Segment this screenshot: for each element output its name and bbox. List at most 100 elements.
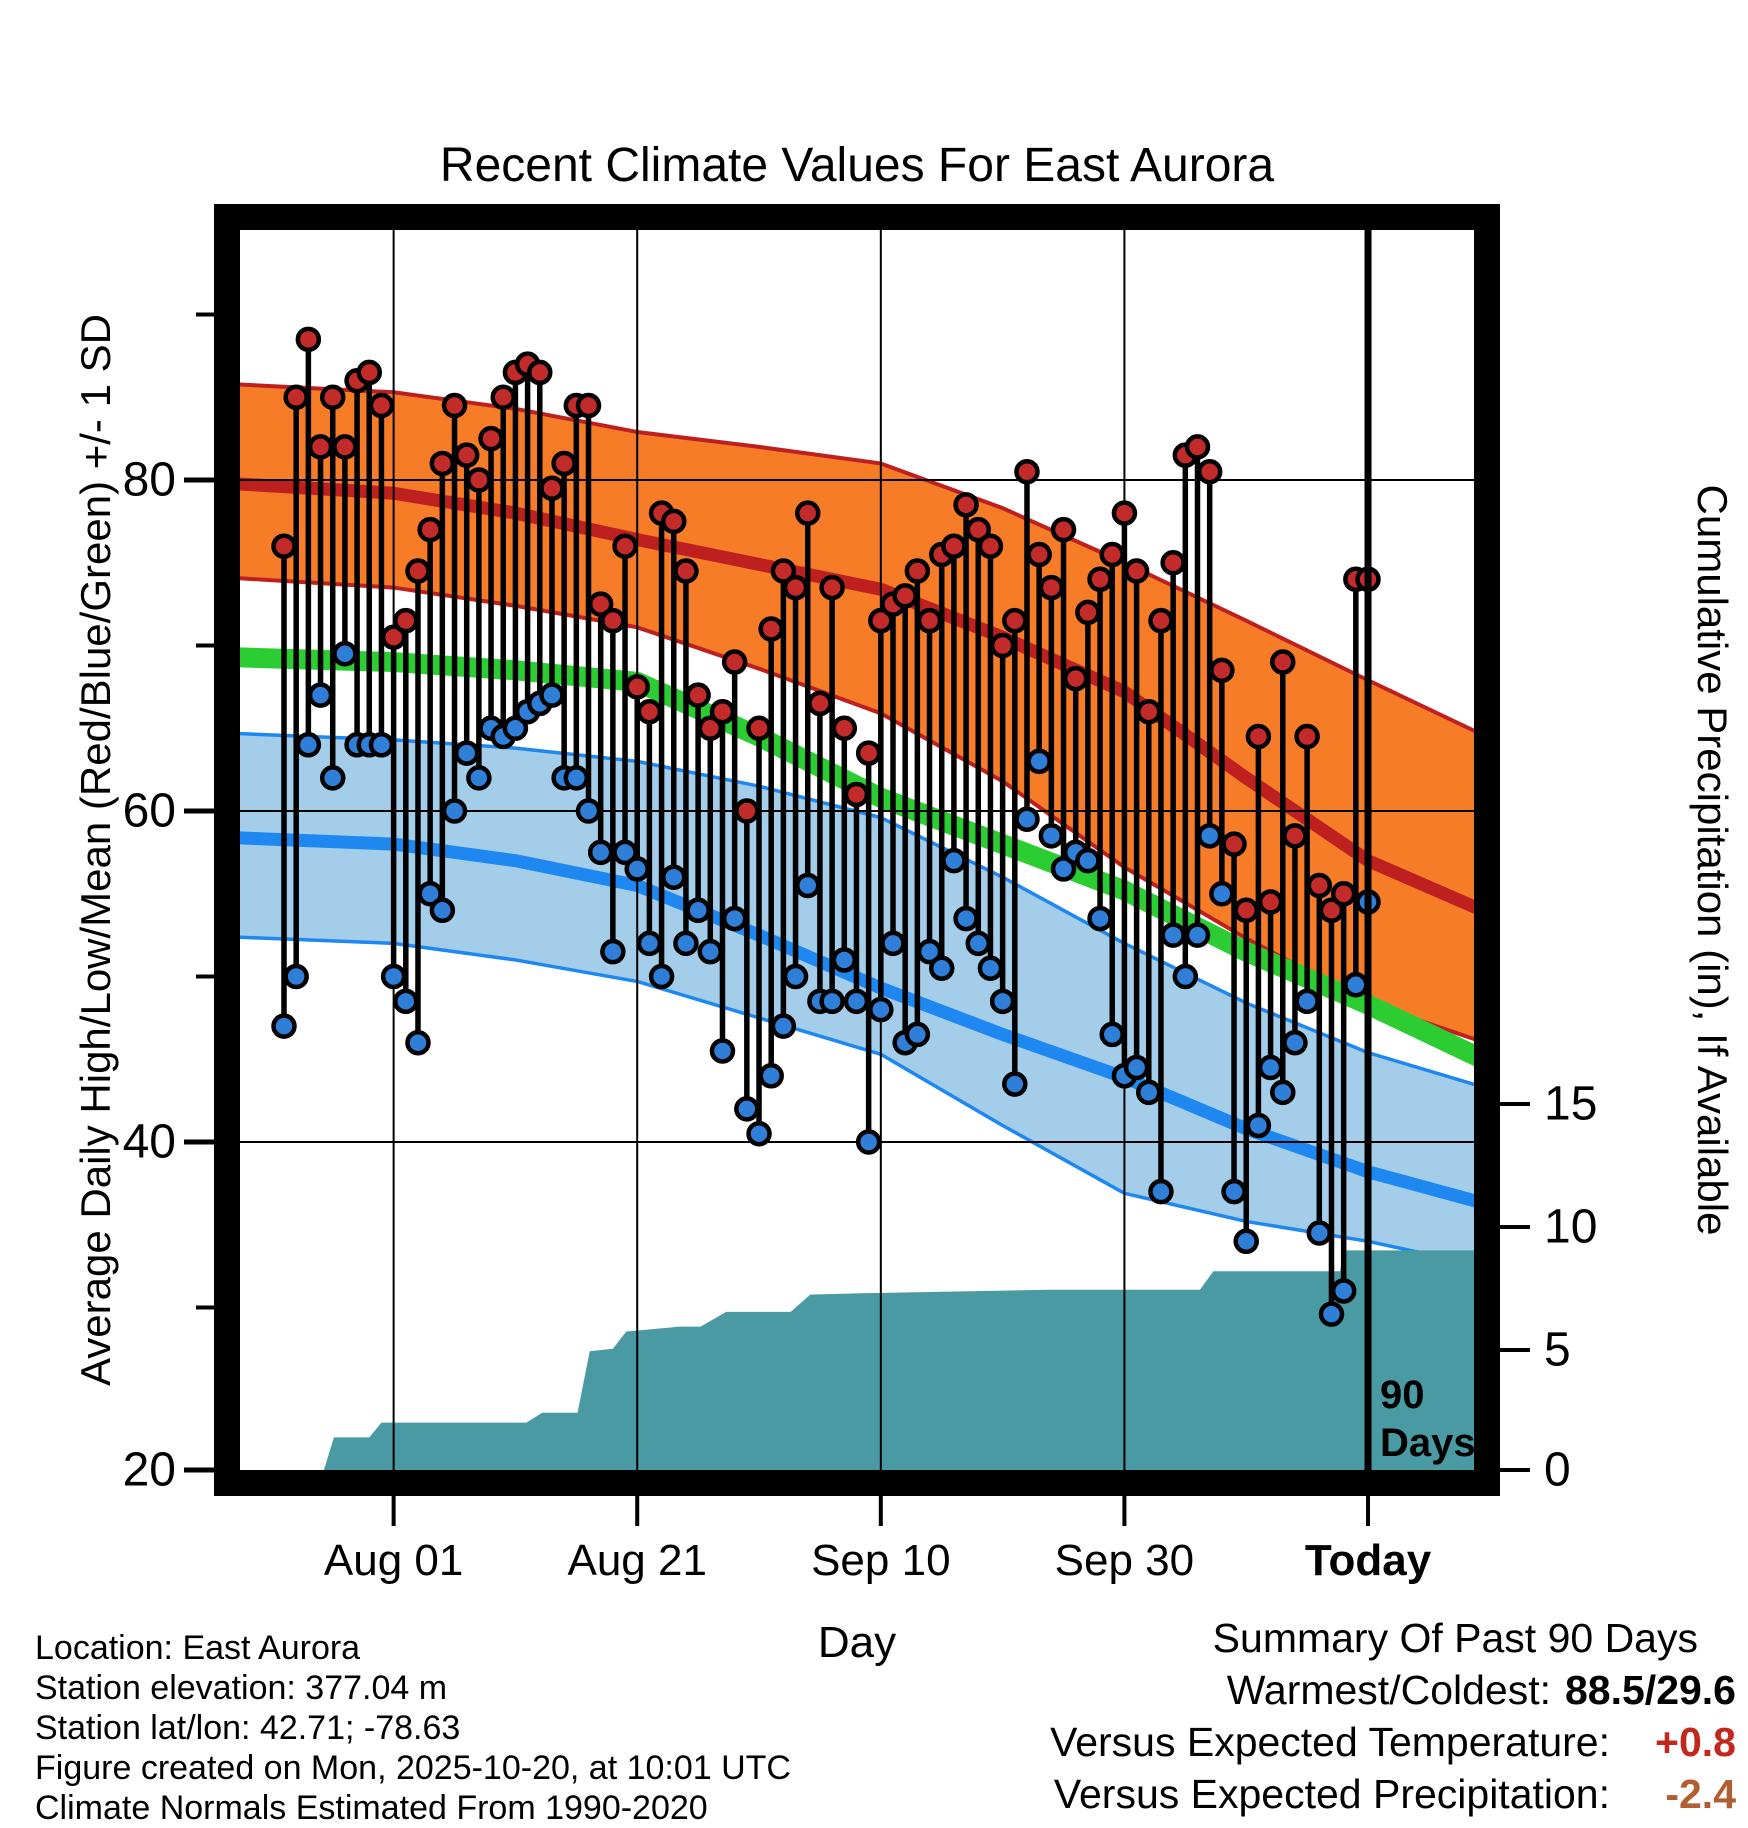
daily-high-dot — [1330, 881, 1357, 907]
daily-low-dot — [1087, 905, 1113, 932]
axis-ticks — [184, 312, 1530, 1526]
daily-high-dot — [1111, 500, 1138, 526]
summary-row-vs-temperature: Versus Expected Temperature: +0.8 — [976, 1716, 1736, 1768]
daily-high-dot — [332, 434, 358, 460]
x-tick-label: Today — [1305, 1536, 1432, 1585]
summary-value: -2.4 — [1665, 1771, 1736, 1817]
daily-low-dot — [502, 715, 529, 741]
daily-low-dot — [1172, 963, 1199, 990]
daily-high-dot — [843, 781, 870, 808]
daily-high-dot — [794, 500, 821, 526]
daily-stems — [271, 326, 1381, 1327]
daily-low-dot — [1026, 748, 1052, 775]
station-metadata: Location: East Aurora Station elevation:… — [35, 1628, 791, 1828]
daily-low-dot — [563, 765, 590, 791]
high-temp-sd-band — [240, 384, 1474, 1039]
daily-high-dot — [661, 508, 687, 535]
daily-low-dot — [697, 938, 724, 965]
right-tick-label: 0 — [1544, 1444, 1571, 1497]
daily-low-dot — [941, 847, 967, 874]
daily-high-dot — [685, 682, 711, 708]
summary-block: Summary Of Past 90 Days Warmest/Coldest:… — [976, 1612, 1736, 1820]
daily-high-dot — [441, 392, 468, 419]
daily-low-dot — [636, 930, 663, 957]
daily-high-dot — [1038, 574, 1065, 601]
daily-high-dot — [1123, 558, 1150, 584]
daily-low-dot — [1014, 806, 1040, 833]
daily-low-dot — [283, 963, 309, 990]
daily-high-dot — [1075, 599, 1101, 626]
daily-low-dot — [575, 798, 602, 824]
summary-heading: Summary Of Past 90 Days — [1212, 1615, 1698, 1661]
daily-low-dot — [843, 988, 870, 1015]
daily-low-dot — [1282, 1029, 1308, 1056]
daily-low-dot — [417, 881, 443, 907]
daily-high-dot — [807, 690, 833, 717]
daily-low-dot — [1123, 1054, 1150, 1081]
daily-high-dot — [697, 715, 724, 741]
daily-high-dot — [819, 574, 845, 601]
daily-high-dot — [527, 359, 553, 386]
ninety-days-annotation: 90 — [1380, 1373, 1425, 1417]
daily-high-dot — [989, 632, 1016, 659]
plot-area — [240, 230, 1474, 1470]
daily-low-dot — [794, 872, 821, 899]
daily-high-dot — [977, 533, 1004, 559]
daily-high-dot — [612, 533, 638, 559]
daily-low-dot — [1330, 1278, 1357, 1304]
summary-value: +0.8 — [1655, 1719, 1736, 1765]
metadata-normals: Climate Normals Estimated From 1990-2020 — [35, 1789, 708, 1827]
daily-high-dot — [490, 384, 516, 410]
daily-high-dot — [965, 516, 992, 543]
daily-high-dot — [587, 591, 614, 617]
daily-low-dot — [600, 938, 626, 965]
daily-high-dot — [417, 516, 443, 543]
daily-high-dot — [892, 583, 918, 609]
daily-low-dot — [746, 1120, 772, 1147]
summary-row-vs-precipitation: Versus Expected Precipitation: -2.4 — [976, 1768, 1736, 1820]
summary-value: 88.5/29.6 — [1565, 1667, 1736, 1713]
daily-low-dot — [1148, 1178, 1174, 1205]
daily-low-dot — [1196, 823, 1223, 849]
daily-high-dot — [539, 475, 565, 502]
daily-high-dot — [1294, 723, 1320, 750]
daily-low-dot — [429, 897, 456, 924]
daily-high-dot — [551, 450, 577, 477]
daily-high-dot — [673, 558, 699, 584]
daily-low-dot — [734, 1096, 760, 1122]
daily-high-dot — [283, 384, 309, 410]
daily-high-dot — [1148, 607, 1174, 634]
daily-high-dot — [1014, 458, 1040, 485]
daily-low-dot — [624, 856, 650, 882]
right-tick-label: 15 — [1544, 1078, 1597, 1131]
daily-high-dot — [941, 533, 967, 559]
daily-high-dot — [855, 740, 882, 766]
daily-high-dot — [295, 326, 322, 353]
metadata-created: Figure created on Mon, 2025-10-20, at 10… — [35, 1749, 791, 1787]
daily-low-dot — [295, 732, 322, 758]
daily-low-dot — [965, 930, 992, 957]
daily-low-dot — [441, 798, 468, 824]
daily-low-dot — [368, 732, 395, 758]
daily-low-dot — [685, 897, 711, 924]
daily-high-dot — [1306, 872, 1333, 899]
right-tick-label: 10 — [1544, 1201, 1597, 1254]
daily-low-dot — [868, 996, 894, 1023]
daily-low-dot — [1270, 1079, 1296, 1106]
daily-high-dot — [600, 607, 626, 634]
daily-low-dot — [466, 765, 492, 791]
right-tick-label: 5 — [1544, 1324, 1571, 1377]
x-tick-label: Sep 30 — [1055, 1536, 1194, 1585]
daily-low-dot — [831, 947, 858, 973]
daily-low-dot — [1099, 1021, 1125, 1048]
daily-low-dot — [271, 1013, 297, 1039]
daily-high-dot — [1196, 458, 1223, 485]
daily-low-dot — [855, 1129, 882, 1155]
daily-high-dot — [1245, 723, 1272, 750]
daily-low-dot — [673, 930, 699, 957]
daily-low-dot — [319, 765, 346, 791]
summary-label: Warmest/Coldest: — [1226, 1667, 1551, 1713]
daily-high-dot — [1099, 541, 1125, 568]
daily-high-dot — [770, 558, 797, 584]
